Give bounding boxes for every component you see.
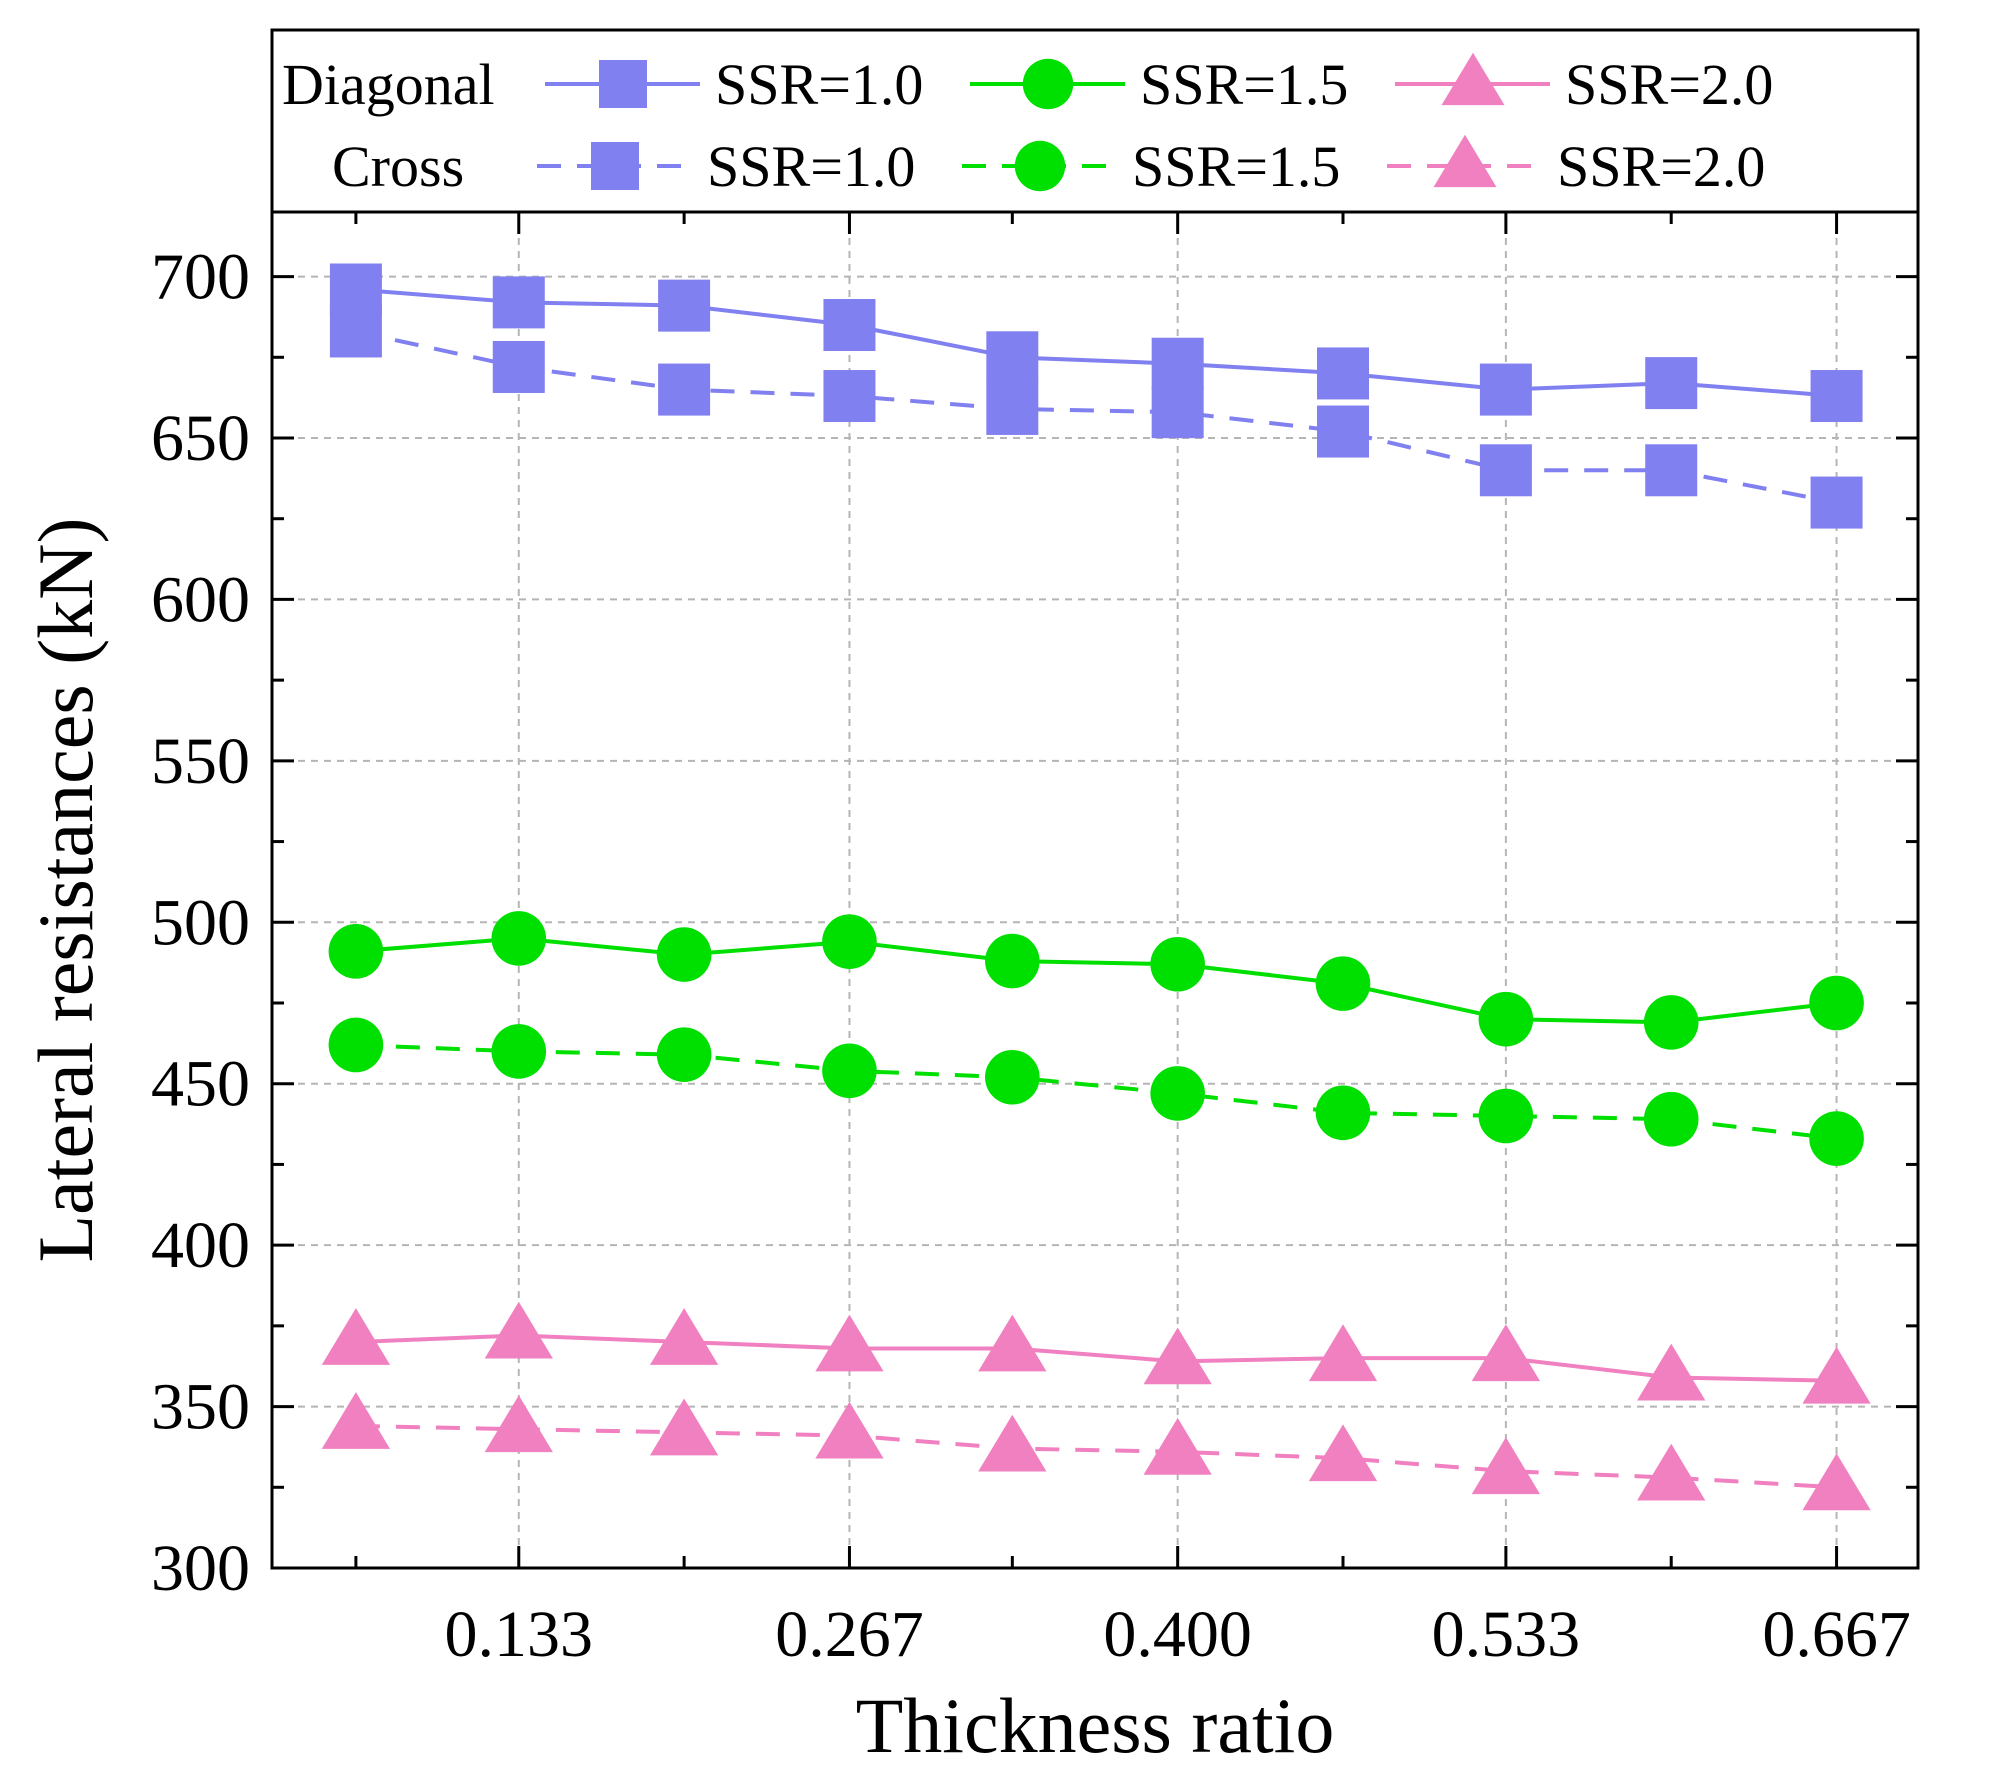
- legend-group-label: Diagonal: [282, 52, 495, 117]
- data-point-cross-circle: [1315, 1085, 1371, 1141]
- y-tick-label: 600: [151, 563, 250, 636]
- data-point-cross-square: [329, 305, 382, 358]
- legend-marker-swatch: [1014, 140, 1066, 192]
- data-point-diagonal-square: [1317, 347, 1370, 400]
- data-point-cross-triangle: [1637, 1443, 1706, 1501]
- y-tick-label: 450: [151, 1048, 250, 1121]
- y-tick-label: 400: [151, 1209, 250, 1282]
- data-point-cross-triangle: [649, 1398, 719, 1456]
- data-point-cross-square: [986, 382, 1039, 435]
- series-line-diagonal-square: [355, 287, 1837, 398]
- x-tick-label: 0.667: [1762, 1598, 1911, 1671]
- data-point-cross-circle: [985, 1049, 1040, 1105]
- data-point-diagonal-triangle: [1308, 1324, 1378, 1382]
- legend-group-label: Cross: [332, 134, 464, 199]
- data-point-cross-square: [658, 363, 711, 416]
- data-point-cross-triangle: [1308, 1424, 1378, 1482]
- data-point-diagonal-circle: [328, 924, 384, 979]
- y-tick-label: 650: [151, 402, 250, 475]
- y-axis-title: Lateral resistances (kN): [22, 518, 109, 1263]
- data-point-cross-triangle: [1802, 1453, 1871, 1511]
- legend-marker-swatch: [1433, 134, 1497, 188]
- data-point-diagonal-square: [492, 276, 545, 329]
- legend-series-label: SSR=2.0: [1565, 52, 1773, 117]
- legend-series-label: SSR=1.0: [715, 52, 923, 117]
- legend-series-label: SSR=1.0: [707, 134, 915, 199]
- data-point-diagonal-triangle: [1802, 1346, 1871, 1404]
- data-point-diagonal-triangle: [1637, 1343, 1706, 1401]
- legend-marker-swatch: [1022, 58, 1074, 110]
- data-point-cross-triangle: [1143, 1417, 1212, 1475]
- data-point-cross-circle: [1643, 1091, 1699, 1147]
- data-point-diagonal-triangle: [649, 1308, 719, 1365]
- data-point-diagonal-triangle: [484, 1301, 553, 1359]
- data-point-cross-square: [1810, 476, 1863, 529]
- data-point-cross-square: [823, 370, 876, 423]
- data-point-diagonal-circle: [1315, 956, 1371, 1011]
- data-point-cross-circle: [1150, 1066, 1205, 1121]
- data-point-diagonal-square: [986, 331, 1039, 384]
- data-point-diagonal-triangle: [321, 1308, 391, 1365]
- y-tick-label: 550: [151, 725, 250, 798]
- legend-marker-swatch: [599, 60, 647, 108]
- data-point-cross-circle: [491, 1024, 547, 1079]
- data-point-cross-circle: [1478, 1088, 1534, 1144]
- data-point-diagonal-triangle: [978, 1314, 1047, 1372]
- legend-series-label: SSR=1.5: [1140, 52, 1348, 117]
- y-tick-label: 700: [151, 241, 250, 314]
- y-tick-label: 300: [151, 1532, 250, 1605]
- series-line-cross-square: [355, 329, 1837, 505]
- data-point-diagonal-square: [658, 279, 711, 332]
- series-line-cross-triangle: [355, 1423, 1837, 1490]
- data-point-diagonal-circle: [985, 933, 1040, 989]
- series-line-diagonal-circle: [355, 936, 1837, 1025]
- data-point-cross-triangle: [978, 1414, 1047, 1472]
- data-point-diagonal-square: [1151, 337, 1204, 390]
- data-point-cross-triangle: [484, 1395, 553, 1453]
- data-point-diagonal-square: [1810, 370, 1863, 423]
- data-point-diagonal-circle: [822, 914, 877, 969]
- data-point-diagonal-circle: [1478, 991, 1534, 1047]
- data-point-cross-square: [1151, 386, 1204, 439]
- data-point-cross-circle: [822, 1043, 877, 1099]
- data-point-cross-circle: [1809, 1111, 1864, 1166]
- data-point-diagonal-triangle: [1143, 1327, 1212, 1385]
- data-point-cross-square: [1645, 444, 1698, 497]
- data-point-diagonal-circle: [1150, 936, 1205, 992]
- legend-series-label: SSR=1.5: [1132, 134, 1340, 199]
- data-point-diagonal-triangle: [815, 1314, 884, 1372]
- data-point-cross-triangle: [1471, 1437, 1541, 1495]
- series-line-diagonal-triangle: [355, 1333, 1837, 1383]
- data-point-cross-circle: [656, 1027, 712, 1082]
- x-tick-label: 0.533: [1432, 1598, 1581, 1671]
- data-point-cross-triangle: [815, 1401, 884, 1459]
- legend-marker-swatch: [1441, 52, 1505, 106]
- data-point-diagonal-square: [1479, 363, 1532, 416]
- data-point-cross-square: [492, 340, 545, 393]
- series-line-cross-circle: [355, 1043, 1837, 1141]
- data-point-diagonal-circle: [491, 911, 547, 966]
- data-point-diagonal-circle: [1809, 975, 1864, 1031]
- y-tick-label: 350: [151, 1371, 250, 1444]
- data-point-diagonal-triangle: [1471, 1324, 1541, 1382]
- legend-marker-swatch: [591, 142, 639, 190]
- data-point-cross-square: [1479, 444, 1532, 497]
- data-point-cross-square: [1317, 405, 1370, 458]
- legend-box: [270, 28, 1920, 214]
- data-point-diagonal-square: [1645, 357, 1698, 410]
- x-tick-label: 0.133: [445, 1598, 594, 1671]
- legend-series-label: SSR=2.0: [1557, 134, 1765, 199]
- data-point-diagonal-circle: [656, 927, 712, 982]
- data-point-cross-triangle: [321, 1392, 391, 1449]
- y-tick-label: 500: [151, 886, 250, 959]
- x-tick-label: 0.400: [1103, 1598, 1252, 1671]
- data-point-diagonal-square: [823, 299, 876, 351]
- x-axis-title: Thickness ratio: [856, 1682, 1335, 1769]
- x-tick-label: 0.267: [775, 1598, 924, 1671]
- data-point-cross-circle: [328, 1017, 384, 1073]
- data-point-diagonal-circle: [1643, 995, 1699, 1050]
